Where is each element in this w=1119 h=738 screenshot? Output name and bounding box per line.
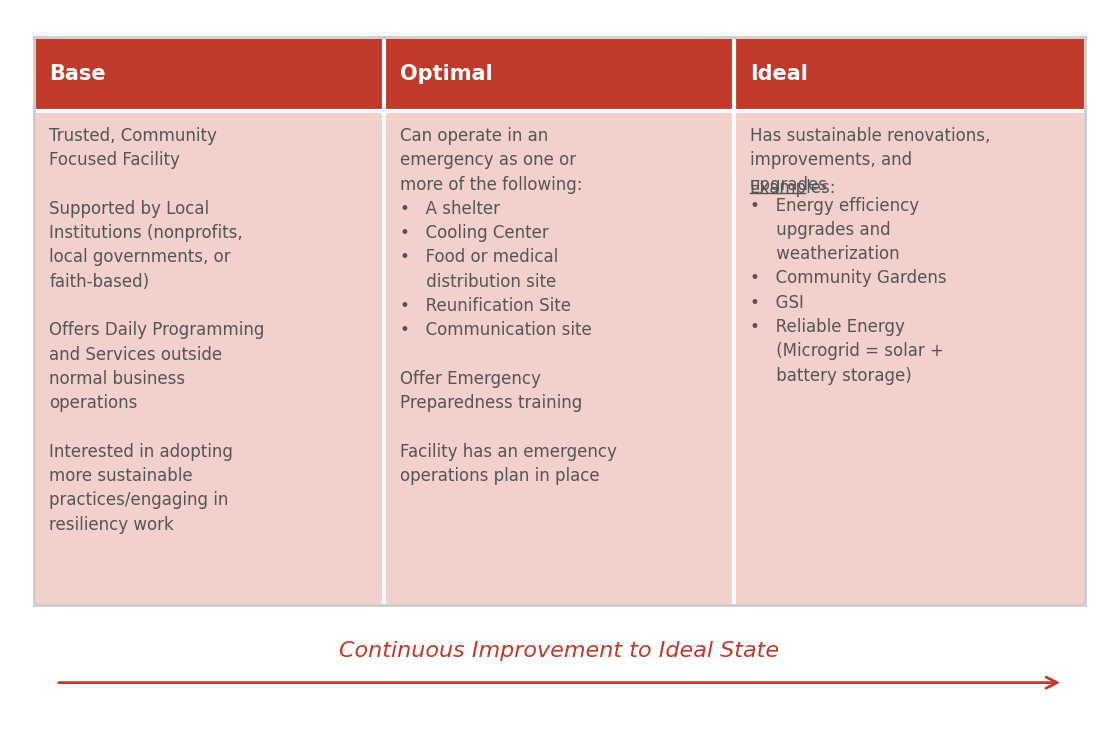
Bar [734, 37, 1085, 111]
Bar [34, 37, 1085, 605]
Text: Can operate in an
emergency as one or
more of the following:
•   A shelter
•   C: Can operate in an emergency as one or mo… [399, 127, 617, 485]
Bar [734, 111, 1085, 605]
Bar [384, 37, 734, 111]
Text: Trusted, Community
Focused Facility

Supported by Local
Institutions (nonprofits: Trusted, Community Focused Facility Supp… [49, 127, 264, 534]
Bar [34, 111, 384, 605]
Text: Continuous Improvement to Ideal State: Continuous Improvement to Ideal State [339, 641, 780, 661]
Text: Examples:: Examples: [750, 179, 836, 197]
Text: Has sustainable renovations,
improvements, and
upgrades: Has sustainable renovations, improvement… [750, 127, 990, 193]
Text: Ideal: Ideal [750, 63, 808, 84]
Text: •   Energy efficiency
     upgrades and
     weatherization
•   Community Garden: • Energy efficiency upgrades and weather… [750, 196, 947, 384]
Text: Optimal: Optimal [399, 63, 492, 84]
Text: Base: Base [49, 63, 106, 84]
Bar [384, 111, 734, 605]
Bar [34, 37, 384, 111]
